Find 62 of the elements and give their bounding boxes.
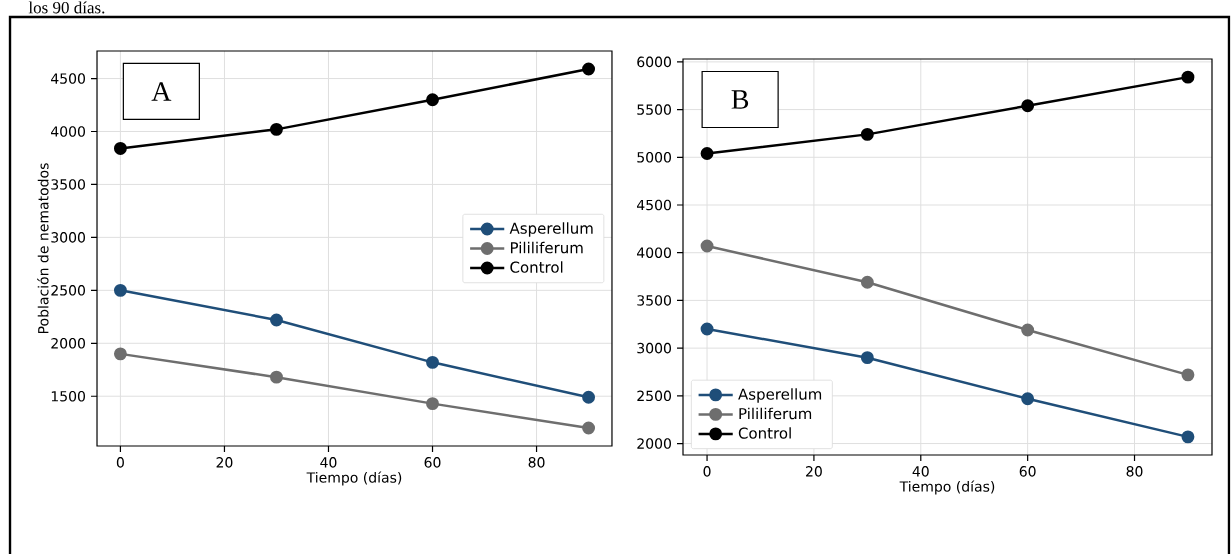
legend-label: Pililiferum <box>510 241 583 254</box>
point <box>426 93 439 107</box>
point <box>113 141 127 155</box>
y-tick-label: 4000 <box>51 126 85 137</box>
x-tick-label: 40 <box>912 466 929 477</box>
y-tick-label: 3500 <box>51 179 85 190</box>
annotation: B <box>731 90 749 109</box>
point <box>426 397 439 411</box>
y-tick-label: 2000 <box>637 438 671 449</box>
x-tick-label: 60 <box>1019 466 1036 477</box>
y-tick-label: 3500 <box>637 295 671 306</box>
x-axis-title: Tiempo (días) <box>899 480 995 495</box>
y-tick-label: 3000 <box>51 232 85 243</box>
y-tick-label: 2500 <box>51 285 85 296</box>
y-tick-label: 4500 <box>51 73 85 84</box>
point <box>860 275 874 289</box>
point <box>582 62 596 76</box>
legend-label: Asperellum <box>509 222 593 237</box>
x-tick-label: 20 <box>806 466 822 477</box>
point <box>426 355 439 369</box>
y-tick-label: 5500 <box>637 104 671 115</box>
point <box>1181 70 1195 84</box>
legend-label: Asperellum <box>738 388 822 403</box>
point <box>1021 99 1035 113</box>
point <box>582 390 596 404</box>
point <box>270 370 283 384</box>
x-tick-label: 80 <box>1126 466 1143 477</box>
point <box>1181 368 1195 382</box>
point <box>700 147 714 160</box>
legend-label: Pililiferum <box>739 407 812 420</box>
y-tick-label: 1500 <box>51 390 85 402</box>
y-tick-label: 6000 <box>637 56 671 68</box>
point <box>113 347 127 361</box>
point <box>1021 392 1035 406</box>
point <box>270 313 283 327</box>
annotation: A <box>151 82 172 101</box>
y-tick-label: 2000 <box>51 337 85 349</box>
y-tick-label: 5000 <box>637 152 671 163</box>
point <box>860 351 874 365</box>
x-tick-label: 0 <box>703 466 711 477</box>
point <box>860 127 874 141</box>
legend-label: Control <box>510 261 563 273</box>
point <box>1181 430 1195 444</box>
x-tick-label: 20 <box>216 457 233 468</box>
text: los 90 días. <box>28 1 105 14</box>
legend-label: Control <box>738 427 791 439</box>
x-tick-label: 40 <box>320 457 337 468</box>
point <box>582 421 596 435</box>
x-axis-title: Tiempo (días) <box>306 471 402 486</box>
point <box>1021 323 1035 337</box>
point <box>113 283 127 297</box>
x-tick-label: 80 <box>528 457 545 468</box>
y-tick-label: 4000 <box>637 247 671 258</box>
point <box>700 239 714 253</box>
y-tick-label: 3000 <box>637 342 671 354</box>
y-axis-title: Población de nematodos <box>37 163 49 334</box>
y-tick-label: 4500 <box>637 199 671 211</box>
point <box>700 322 714 336</box>
x-tick-label: 60 <box>424 457 441 468</box>
y-tick-label: 2500 <box>637 390 671 402</box>
point <box>270 122 283 136</box>
x-tick-label: 0 <box>116 457 124 468</box>
